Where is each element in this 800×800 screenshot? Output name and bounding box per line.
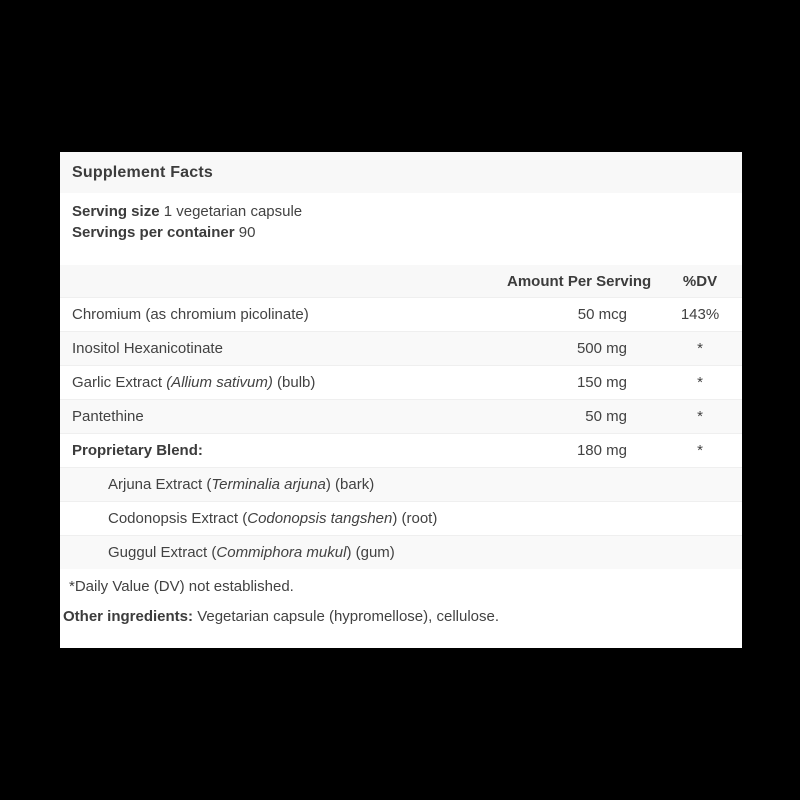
supplement-facts-panel: Supplement Facts Serving size 1 vegetari… <box>60 152 742 648</box>
ingredient-row-pantethine: Pantethine 50 mg * <box>60 399 742 433</box>
other-ingredients-value: Vegetarian capsule (hypromellose), cellu… <box>197 608 500 625</box>
ingredient-dv: * <box>697 408 703 425</box>
ingredient-name: Chromium (as chromium picolinate) <box>72 306 309 323</box>
panel-title: Supplement Facts <box>72 163 214 181</box>
ingredient-name: Arjuna Extract (Terminalia arjuna) (bark… <box>108 476 375 493</box>
ingredient-name: Pantethine <box>72 408 144 425</box>
ingredient-name: Garlic Extract (Allium sativum) (bulb) <box>72 374 316 391</box>
ingredient-name: Proprietary Blend: <box>72 442 203 459</box>
blend-item-row-guggul: Guggul Extract (Commiphora mukul) (gum) <box>60 535 742 569</box>
panel-title-band: Supplement Facts <box>60 152 742 193</box>
header-dv-cell: %DV <box>682 272 718 290</box>
daily-value-footnote: *Daily Value (DV) not established. <box>69 578 294 595</box>
header-amount-cell: Amount Per Serving <box>507 272 652 290</box>
other-ingredients-line: Other ingredients: Vegetarian capsule (h… <box>60 607 742 627</box>
other-ingredients-label: Other ingredients: <box>63 608 194 625</box>
ingredient-dv: * <box>697 442 703 459</box>
serving-size-label: Serving size <box>72 203 160 220</box>
ingredient-dv: * <box>697 340 703 357</box>
ingredient-row-proprietary-blend: Proprietary Blend: 180 mg * <box>60 433 742 467</box>
ingredient-amount: 50 mg <box>585 408 627 425</box>
ingredient-dv: * <box>697 374 703 391</box>
servings-per-container-value: 90 <box>238 224 256 241</box>
ingredient-amount: 180 mg <box>576 442 627 459</box>
serving-size-value: 1 vegetarian capsule <box>163 203 303 220</box>
ingredient-amount: 50 mcg <box>577 306 627 323</box>
ingredient-name: Inositol Hexanicotinate <box>72 340 223 357</box>
ingredient-amount: 500 mg <box>576 340 627 357</box>
ingredient-name: Codonopsis Extract (Codonopsis tangshen)… <box>108 510 438 527</box>
blend-item-row-codonopsis: Codonopsis Extract (Codonopsis tangshen)… <box>60 501 742 535</box>
blend-item-row-arjuna: Arjuna Extract (Terminalia arjuna) (bark… <box>60 467 742 501</box>
table-body: Chromium (as chromium picolinate) 50 mcg… <box>60 297 742 569</box>
serving-size-line: Serving size 1 vegetarian capsule <box>72 201 730 222</box>
serving-info: Serving size 1 vegetarian capsule Servin… <box>60 193 742 243</box>
ingredient-amount: 150 mg <box>576 374 627 391</box>
table-header-row: Amount Per Serving %DV <box>60 265 742 297</box>
ingredient-row-garlic: Garlic Extract (Allium sativum) (bulb) 1… <box>60 365 742 399</box>
servings-per-container-line: Servings per container 90 <box>72 222 730 243</box>
ingredient-row-inositol: Inositol Hexanicotinate 500 mg * <box>60 331 742 365</box>
servings-per-container-label: Servings per container <box>72 224 235 241</box>
ingredient-name: Guggul Extract (Commiphora mukul) (gum) <box>108 544 395 561</box>
ingredients-table: Amount Per Serving %DV Chromium (as chro… <box>60 265 742 569</box>
ingredient-dv: 143% <box>680 306 720 323</box>
ingredient-row-chromium: Chromium (as chromium picolinate) 50 mcg… <box>60 297 742 331</box>
